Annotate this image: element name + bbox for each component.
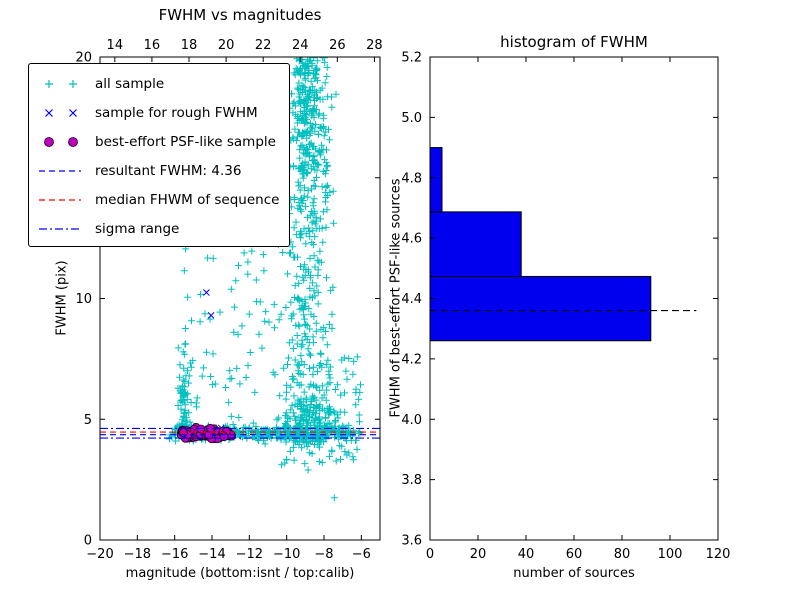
svg-text:40: 40	[518, 547, 535, 562]
legend-item-2: best-effort PSF-like sample	[33, 127, 289, 156]
svg-text:60: 60	[566, 547, 583, 562]
svg-text:20: 20	[75, 51, 92, 66]
svg-text:−10: −10	[273, 547, 300, 562]
svg-text:4.6: 4.6	[401, 232, 422, 247]
left-chart-title: FWHM vs magnitudes	[158, 6, 322, 24]
svg-text:−20: −20	[86, 547, 113, 562]
right-plot-axes: 0 20 40 60 80 100 120 3.6 3.8 4.0 4.2 4.4 4.6 4.8 5.0 5…	[401, 51, 730, 563]
svg-text:26: 26	[329, 38, 346, 53]
hist-bar-0	[429, 275, 652, 342]
legend: all sample sample for rough FWHM best-effo…	[28, 63, 290, 247]
svg-text:24: 24	[292, 38, 309, 53]
svg-text:−8: −8	[314, 547, 333, 562]
svg-text:28: 28	[366, 38, 383, 53]
svg-text:−14: −14	[198, 547, 225, 562]
svg-text:5.0: 5.0	[401, 111, 422, 126]
svg-text:0: 0	[84, 534, 92, 549]
legend-item-label: sample for rough FWHM	[95, 104, 258, 121]
hist-bars	[429, 147, 652, 342]
svg-text:16: 16	[144, 38, 161, 53]
svg-text:22: 22	[255, 38, 272, 53]
svg-text:−6: −6	[352, 547, 371, 562]
svg-text:−16: −16	[161, 547, 188, 562]
svg-text:−18: −18	[124, 547, 151, 562]
hist-bar-2	[429, 147, 443, 213]
svg-text:18: 18	[181, 38, 198, 53]
svg-text:120: 120	[706, 547, 731, 562]
legend-item-label: resultant FWHM: 4.36	[95, 162, 242, 179]
svg-text:4.2: 4.2	[401, 352, 422, 367]
right-chart-title: histogram of FWHM	[500, 33, 648, 51]
left-xaxis-label: magnitude (bottom:isnt / top:calib)	[125, 566, 355, 581]
svg-text:5.2: 5.2	[401, 51, 422, 66]
left-plot-data	[100, 57, 380, 502]
right-yaxis-label: FWHM of best-effort PSF-like sources	[388, 178, 404, 418]
legend-item-1: sample for rough FWHM	[33, 98, 289, 127]
right-xaxis-label: number of sources	[513, 566, 635, 581]
svg-text:80: 80	[614, 547, 631, 562]
hist-bar-1	[429, 211, 522, 277]
svg-text:100: 100	[658, 547, 683, 562]
svg-text:4.0: 4.0	[401, 413, 422, 428]
legend-item-label: sigma range	[95, 220, 180, 237]
legend-item-5: sigma range	[33, 214, 289, 243]
svg-text:4.8: 4.8	[401, 171, 422, 186]
legend-marker-circle-icon	[44, 136, 78, 147]
legend-item-3: resultant FWHM: 4.36	[33, 156, 289, 185]
svg-text:20: 20	[470, 547, 487, 562]
legend-marker-plus-icon	[45, 79, 77, 88]
left-yaxis-label: FWHM (pix)	[54, 260, 70, 336]
left-plot-axes: −20 −18 −16 −14 −12 −10 −8 −6 14 16 18 20 22 24 26 28 0 5…	[75, 38, 382, 562]
svg-text:14: 14	[107, 38, 124, 53]
svg-text:3.6: 3.6	[401, 534, 422, 549]
legend-marker-line-icon	[39, 169, 81, 172]
svg-text:3.8: 3.8	[401, 473, 422, 488]
legend-item-label: median FHWM of sequence	[95, 191, 280, 208]
legend-item-label: best-effort PSF-like sample	[95, 133, 276, 150]
svg-text:20: 20	[218, 38, 235, 53]
legend-marker-line-icon	[39, 198, 81, 201]
svg-text:4.4: 4.4	[401, 292, 422, 307]
svg-text:10: 10	[75, 292, 92, 307]
svg-text:5: 5	[84, 413, 92, 428]
legend-marker-line-icon	[39, 227, 81, 230]
legend-item-label: all sample	[95, 75, 165, 92]
legend-marker-x-icon	[45, 108, 77, 117]
svg-text:0: 0	[426, 547, 434, 562]
legend-item-0: all sample	[33, 69, 289, 98]
svg-text:−12: −12	[236, 547, 263, 562]
legend-item-4: median FHWM of sequence	[33, 185, 289, 214]
